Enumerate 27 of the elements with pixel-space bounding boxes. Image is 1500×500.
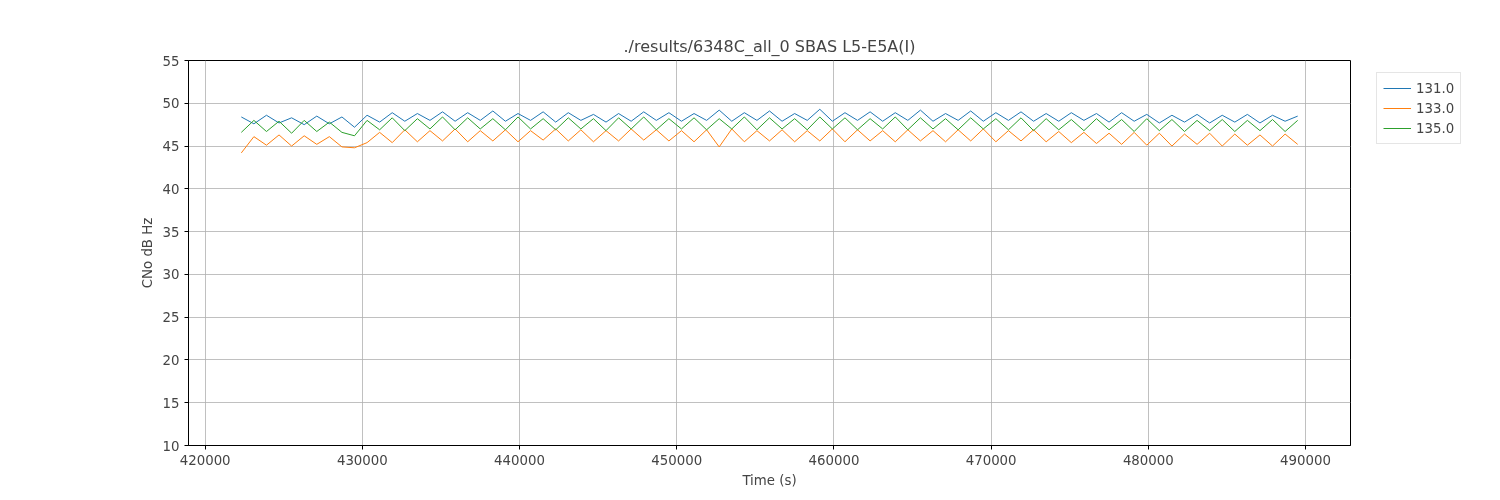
x-axis-title: Time (s) [741,472,797,488]
x-tick-label: 420000 [179,452,231,468]
y-tick-label: 45 [162,139,180,155]
y-tick-label: 30 [162,267,180,283]
legend-label: 131.0 [1416,79,1455,97]
x-tick-label: 460000 [808,452,860,468]
legend-label: 133.0 [1416,99,1455,117]
line-series [240,128,1299,154]
x-tick-label: 450000 [651,452,703,468]
x-tick-label: 430000 [336,452,388,468]
chart-title: ./results/6348C_all_0 SBAS L5-E5A(I) [623,36,916,57]
y-tick-label: 50 [162,96,180,112]
y-tick-label: 15 [162,395,180,411]
line-series [240,108,1299,128]
x-tick-label: 490000 [1280,452,1331,468]
x-tick-label: 470000 [965,452,1017,468]
y-tick-label: 35 [162,224,180,240]
y-tick-label: 25 [162,310,180,326]
y-tick-label: 20 [162,352,180,368]
line-series [240,116,1299,137]
y-axis-title: CNo dB Hz [139,217,155,289]
legend-label: 135.0 [1416,119,1455,137]
y-tick-label: 40 [162,181,180,197]
y-tick-label: 10 [162,438,180,454]
x-tick-label: 480000 [1122,452,1174,468]
x-tick-label: 440000 [494,452,546,468]
y-tick-label: 55 [162,53,180,69]
